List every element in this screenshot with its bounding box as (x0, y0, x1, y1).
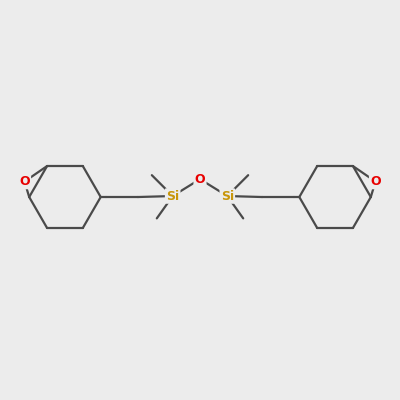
Text: Si: Si (221, 190, 234, 202)
Text: O: O (370, 175, 381, 188)
Text: O: O (19, 175, 30, 188)
Text: Si: Si (166, 190, 179, 202)
Text: O: O (195, 173, 205, 186)
